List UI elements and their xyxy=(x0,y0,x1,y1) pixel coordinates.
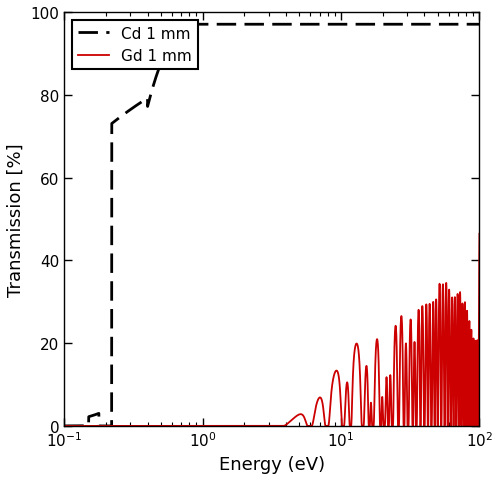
Cd 1 mm xyxy=(212,22,218,28)
Gd 1 mm xyxy=(307,423,313,429)
Legend: Cd 1 mm, Gd 1 mm: Cd 1 mm, Gd 1 mm xyxy=(72,21,198,70)
Cd 1 mm xyxy=(369,22,375,28)
Cd 1 mm xyxy=(82,423,88,429)
X-axis label: Energy (eV): Energy (eV) xyxy=(219,455,325,473)
Gd 1 mm xyxy=(391,355,397,361)
Y-axis label: Transmission [%]: Transmission [%] xyxy=(7,143,25,296)
Gd 1 mm xyxy=(476,231,482,237)
Gd 1 mm xyxy=(212,423,218,429)
Gd 1 mm xyxy=(61,423,67,429)
Cd 1 mm xyxy=(169,22,175,28)
Cd 1 mm xyxy=(325,22,331,28)
Gd 1 mm xyxy=(82,423,88,429)
Cd 1 mm xyxy=(307,22,313,28)
Cd 1 mm xyxy=(392,22,398,28)
Gd 1 mm xyxy=(369,421,375,427)
Gd 1 mm xyxy=(325,423,331,429)
Cd 1 mm xyxy=(96,423,102,429)
Line: Cd 1 mm: Cd 1 mm xyxy=(64,25,480,426)
Cd 1 mm xyxy=(476,22,482,28)
Line: Gd 1 mm: Gd 1 mm xyxy=(64,234,480,426)
Cd 1 mm xyxy=(61,423,67,429)
